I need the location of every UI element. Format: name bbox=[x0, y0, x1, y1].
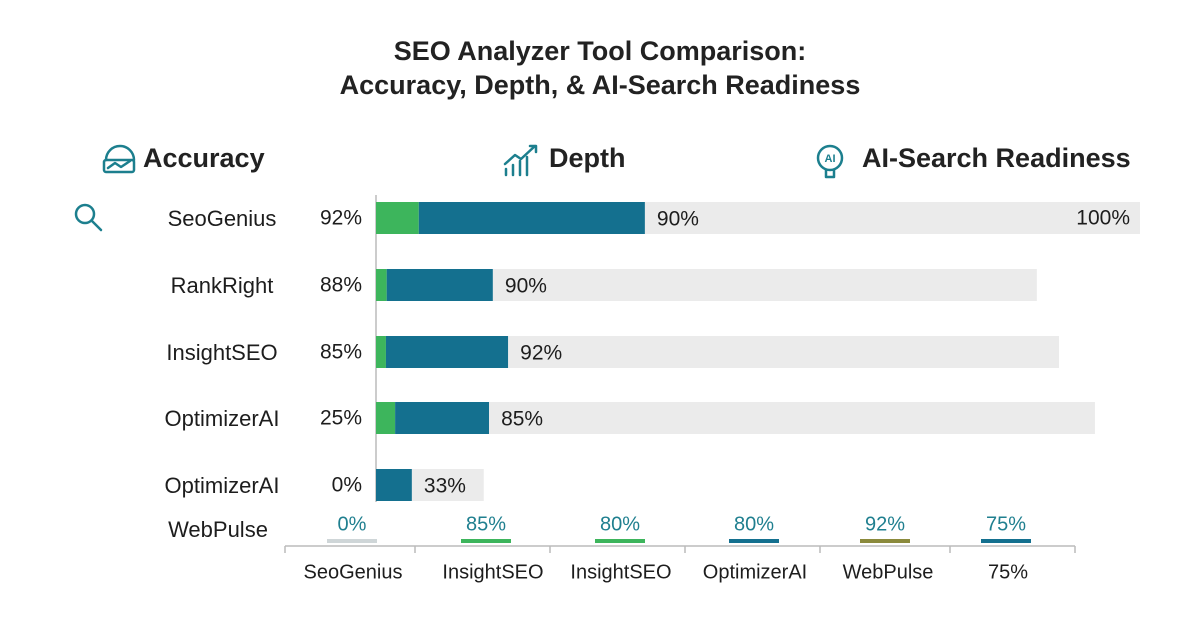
footer-swatch bbox=[595, 539, 645, 543]
accuracy-label: 92% bbox=[320, 207, 362, 230]
accuracy-label: 85% bbox=[320, 341, 362, 364]
category-label: OptimizerAI bbox=[165, 406, 280, 431]
bar-segment bbox=[376, 269, 387, 301]
x-axis-label: OptimizerAI bbox=[703, 561, 807, 583]
accuracy-label: 25% bbox=[320, 407, 362, 430]
bar-segment bbox=[386, 269, 493, 301]
bar-segment bbox=[644, 202, 1140, 234]
footer-value-label: 0% bbox=[338, 513, 367, 535]
search-icon bbox=[74, 203, 103, 232]
depth-label: 90% bbox=[505, 275, 547, 298]
bar-segment bbox=[418, 202, 645, 234]
chart-title: Accuracy, Depth, & AI-Search Readiness bbox=[340, 70, 861, 100]
accuracy-icon bbox=[102, 144, 136, 174]
bar-segment bbox=[489, 402, 1095, 434]
category-label: WebPulse bbox=[168, 517, 268, 542]
legend-label: Depth bbox=[549, 143, 626, 173]
bar-segment bbox=[376, 202, 419, 234]
category-label: SeoGenius bbox=[168, 206, 277, 231]
bar-segment bbox=[492, 269, 1037, 301]
bar-segment bbox=[395, 402, 490, 434]
bar-segment bbox=[376, 469, 412, 501]
accuracy-label: 0% bbox=[332, 474, 362, 497]
chart-title: SEO Analyzer Tool Comparison: bbox=[394, 36, 807, 66]
footer-swatch bbox=[327, 539, 377, 543]
bar-segment bbox=[508, 336, 1060, 368]
category-label: RankRight bbox=[171, 273, 274, 298]
depth-label: 92% bbox=[520, 342, 562, 365]
footer-swatch bbox=[860, 539, 910, 543]
footer-swatch bbox=[729, 539, 779, 543]
x-axis-label: 75% bbox=[988, 561, 1028, 583]
footer-swatch bbox=[981, 539, 1031, 543]
category-label: InsightSEO bbox=[166, 340, 277, 365]
category-label: OptimizerAI bbox=[165, 473, 280, 498]
depth-label: 90% bbox=[657, 208, 699, 231]
depth-icon bbox=[503, 144, 538, 177]
footer-swatch bbox=[461, 539, 511, 543]
x-axis-label: InsightSEO bbox=[570, 561, 671, 583]
accuracy-label: 88% bbox=[320, 274, 362, 297]
x-axis-label: SeoGenius bbox=[304, 561, 403, 583]
bar-segment bbox=[376, 402, 396, 434]
footer-value-label: 85% bbox=[466, 513, 506, 535]
legend-label: AI-Search Readiness bbox=[862, 143, 1131, 173]
footer-value-label: 80% bbox=[600, 513, 640, 535]
legend-label: Accuracy bbox=[143, 143, 265, 173]
depth-label: 33% bbox=[424, 475, 466, 498]
footer-value-label: 80% bbox=[734, 513, 774, 535]
x-axis-label: InsightSEO bbox=[442, 561, 543, 583]
footer-value-label: 92% bbox=[865, 513, 905, 535]
readiness-label: 100% bbox=[1076, 207, 1130, 230]
ai-icon-text: AI bbox=[825, 153, 836, 165]
bar-segment bbox=[385, 336, 509, 368]
bar-segment bbox=[376, 336, 386, 368]
depth-label: 85% bbox=[501, 408, 543, 431]
x-axis-label: WebPulse bbox=[843, 561, 934, 583]
footer-value-label: 75% bbox=[986, 513, 1026, 535]
bar-segment bbox=[411, 469, 484, 501]
ai-icon: AI bbox=[816, 144, 844, 179]
